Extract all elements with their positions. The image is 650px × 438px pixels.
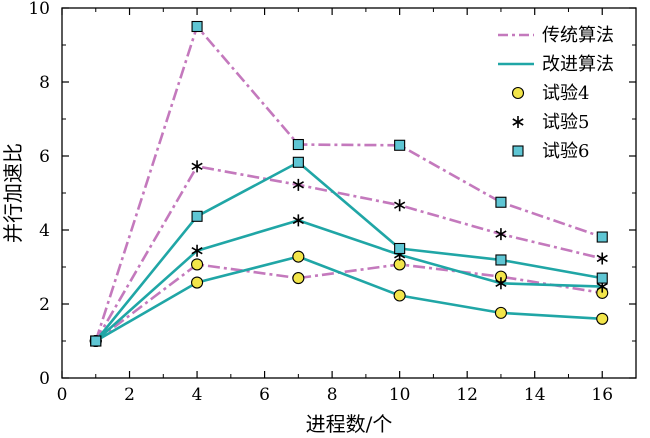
circle-marker [292, 250, 305, 263]
series-line [94, 219, 603, 342]
x-tick-label: 4 [192, 385, 203, 405]
square-marker [495, 254, 507, 266]
y-tick-label: 2 [39, 295, 50, 315]
square-marker [191, 210, 203, 222]
circle-marker [511, 86, 525, 100]
square-marker [596, 231, 608, 243]
x-tick-label: 8 [327, 385, 338, 405]
square-marker [495, 196, 507, 208]
series-line [94, 263, 603, 343]
x-tick-label: 16 [591, 385, 613, 405]
star-marker [191, 244, 203, 257]
circle-marker [596, 312, 609, 325]
star-marker [292, 214, 304, 227]
star-marker [495, 277, 507, 290]
legend-label: 试验5 [542, 112, 589, 133]
x-tick-label: 10 [389, 385, 411, 405]
star-marker [495, 228, 507, 241]
y-tick-label: 6 [39, 147, 50, 167]
x-tick-label: 2 [124, 385, 135, 405]
square-marker [292, 156, 304, 168]
x-tick-label: 12 [456, 385, 478, 405]
x-tick-label: 6 [259, 385, 270, 405]
x-tick-label: 14 [524, 385, 546, 405]
circle-marker [191, 258, 204, 271]
star-marker [394, 199, 406, 212]
square-marker [394, 139, 406, 151]
series-layer [94, 25, 603, 343]
square-marker [292, 138, 304, 151]
square-marker [394, 242, 406, 255]
star-marker [512, 116, 524, 128]
circle-marker [292, 272, 305, 285]
square-marker [191, 20, 203, 33]
y-tick-label: 10 [28, 0, 50, 19]
star-marker [191, 160, 203, 173]
series-line [94, 165, 603, 342]
legend-label: 传统算法 [542, 25, 614, 46]
marker-layer [89, 20, 609, 348]
y-tick-label: 4 [39, 221, 50, 241]
tick-layer: 0 2 4 6 8 10 12 14 16 0 2 4 6 8 10 [28, 0, 636, 405]
square-marker [596, 272, 608, 284]
legend-label: 改进算法 [542, 54, 614, 75]
legend-label: 试验4 [542, 83, 589, 104]
star-marker [596, 252, 608, 265]
circle-marker [393, 289, 406, 302]
circle-marker [191, 276, 204, 289]
y-axis-title: 并行加速比 [1, 143, 25, 243]
series-line [95, 255, 603, 343]
series-line [94, 160, 603, 342]
y-tick-label: 0 [39, 369, 50, 389]
circle-marker [494, 306, 507, 319]
x-tick-label: 0 [57, 385, 68, 405]
x-axis-title: 进程数/个 [306, 412, 393, 436]
square-marker [90, 335, 102, 347]
series-line [94, 25, 603, 342]
y-tick-label: 8 [39, 73, 50, 93]
star-marker [292, 178, 304, 191]
legend-label: 试验6 [542, 141, 589, 162]
square-marker [512, 145, 524, 157]
